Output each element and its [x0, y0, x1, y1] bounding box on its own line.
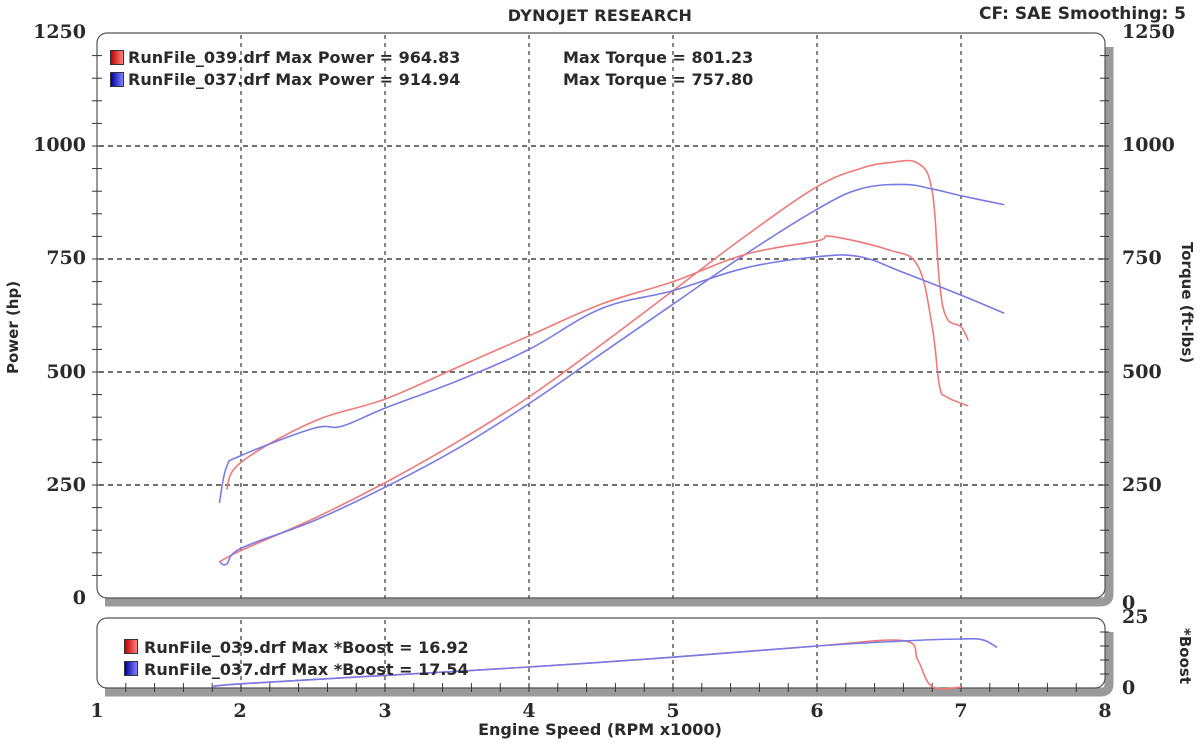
series-line [219, 159, 969, 563]
y-left-tick: 500 [46, 361, 86, 383]
y-left-tick: 0 [72, 587, 86, 609]
boost-legend-text: RunFile_037.drf Max *Boost = 17.54 [144, 660, 469, 679]
y-right-tick: 250 [1122, 474, 1162, 496]
red-swatch-icon [110, 50, 124, 65]
y-left-tick: 1250 [33, 21, 86, 43]
y-left-tick: 250 [46, 474, 86, 496]
red-swatch-icon [124, 639, 138, 654]
series-line [218, 254, 1005, 504]
boost-axis-label: *Boost [1176, 628, 1194, 684]
x-tick: 4 [522, 700, 536, 722]
y-right-axis-label: Torque (ft-lbs) [1178, 242, 1196, 364]
y-right-tick: 0 [1122, 592, 1136, 614]
legend-torque-text: Max Torque = 757.80 [563, 70, 754, 89]
x-tick: 5 [666, 700, 680, 722]
x-tick: 1 [90, 700, 104, 722]
boost-legend-text: RunFile_039.drf Max *Boost = 16.92 [144, 638, 469, 657]
x-tick: 8 [1098, 700, 1112, 722]
y-right-tick: 1250 [1122, 21, 1175, 43]
boost-tick: 25 [1122, 606, 1149, 628]
y-right-tick: 500 [1122, 361, 1162, 383]
chart-title: DYNOJET RESEARCH [507, 6, 693, 25]
x-tick: 7 [954, 700, 968, 722]
series-line [225, 235, 969, 490]
series-line [218, 183, 1005, 566]
blue-swatch-icon [124, 661, 138, 676]
boost-tick: 0 [1122, 677, 1136, 699]
y-right-tick: 750 [1122, 247, 1162, 269]
legend-power-text: RunFile_039.drf Max Power = 964.83 [128, 48, 461, 67]
series-line [212, 637, 998, 688]
x-axis-label: Engine Speed (RPM x1000) [478, 720, 722, 739]
y-left-tick: 1000 [33, 134, 86, 156]
x-tick: 3 [378, 700, 392, 722]
x-tick: 6 [810, 700, 824, 722]
blue-swatch-icon [110, 72, 124, 87]
y-left-tick: 750 [46, 247, 86, 269]
y-right-tick: 1000 [1122, 134, 1175, 156]
legend-torque-text: Max Torque = 801.23 [563, 48, 754, 67]
x-tick: 2 [233, 700, 247, 722]
y-left-axis-label: Power (hp) [4, 280, 22, 374]
legend-power-text: RunFile_037.drf Max Power = 914.94 [128, 70, 461, 89]
correction-factor-info: CF: SAE Smoothing: 5 [979, 4, 1186, 24]
